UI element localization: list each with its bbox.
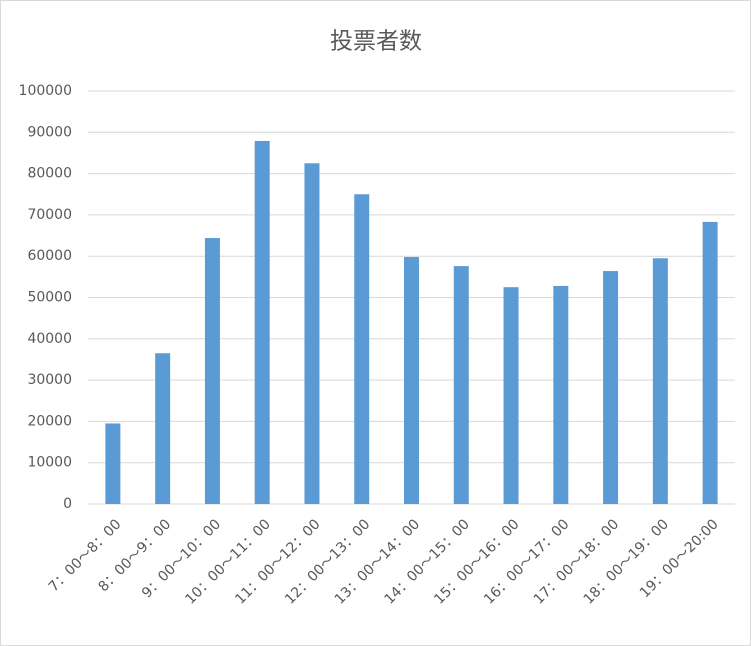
y-tick-label: 100000 — [19, 83, 72, 99]
bar — [354, 194, 370, 504]
y-tick-label: 30000 — [27, 372, 72, 388]
bar — [702, 221, 718, 504]
bar — [553, 285, 569, 504]
bar — [503, 287, 519, 504]
y-tick-label: 20000 — [27, 413, 72, 429]
bar — [652, 258, 668, 504]
bar — [304, 163, 320, 504]
y-tick-label: 90000 — [27, 124, 72, 140]
y-tick-label: 40000 — [27, 331, 72, 347]
bar — [105, 423, 121, 504]
y-tick-label: 0 — [63, 496, 72, 512]
bar — [204, 238, 220, 504]
y-tick-label: 70000 — [27, 207, 72, 223]
y-tick-label: 80000 — [27, 166, 72, 182]
chart-title: 投票者数 — [330, 29, 422, 55]
y-tick-label: 10000 — [27, 455, 72, 471]
y-tick-label: 50000 — [27, 290, 72, 306]
bar — [254, 140, 270, 504]
bar — [404, 257, 419, 504]
bar — [453, 266, 469, 504]
y-tick-label: 60000 — [27, 248, 72, 264]
bar — [155, 353, 171, 504]
bar — [603, 271, 619, 504]
